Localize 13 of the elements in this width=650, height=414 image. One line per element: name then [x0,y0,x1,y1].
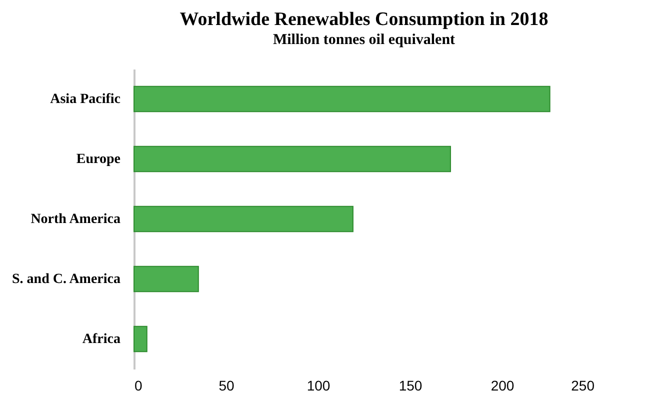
y-tick-label: Europe [76,152,120,167]
y-tick-label: Africa [82,332,120,347]
y-tick-label: North America [30,212,120,227]
x-tick-label: 100 [306,378,330,394]
x-tick-label: 150 [398,378,422,394]
y-tick-label: S. and C. America [12,272,120,287]
chart-title: Worldwide Renewables Consumption in 2018 [180,9,548,30]
x-tick-label: 0 [134,378,142,394]
x-tick-label: 250 [571,378,595,394]
chart-subtitle: Million tonnes oil equivalent [272,32,456,48]
x-tick-label: 50 [218,378,234,394]
x-tick-label: 200 [490,378,514,394]
y-tick-label: Asia Pacific [50,92,120,107]
